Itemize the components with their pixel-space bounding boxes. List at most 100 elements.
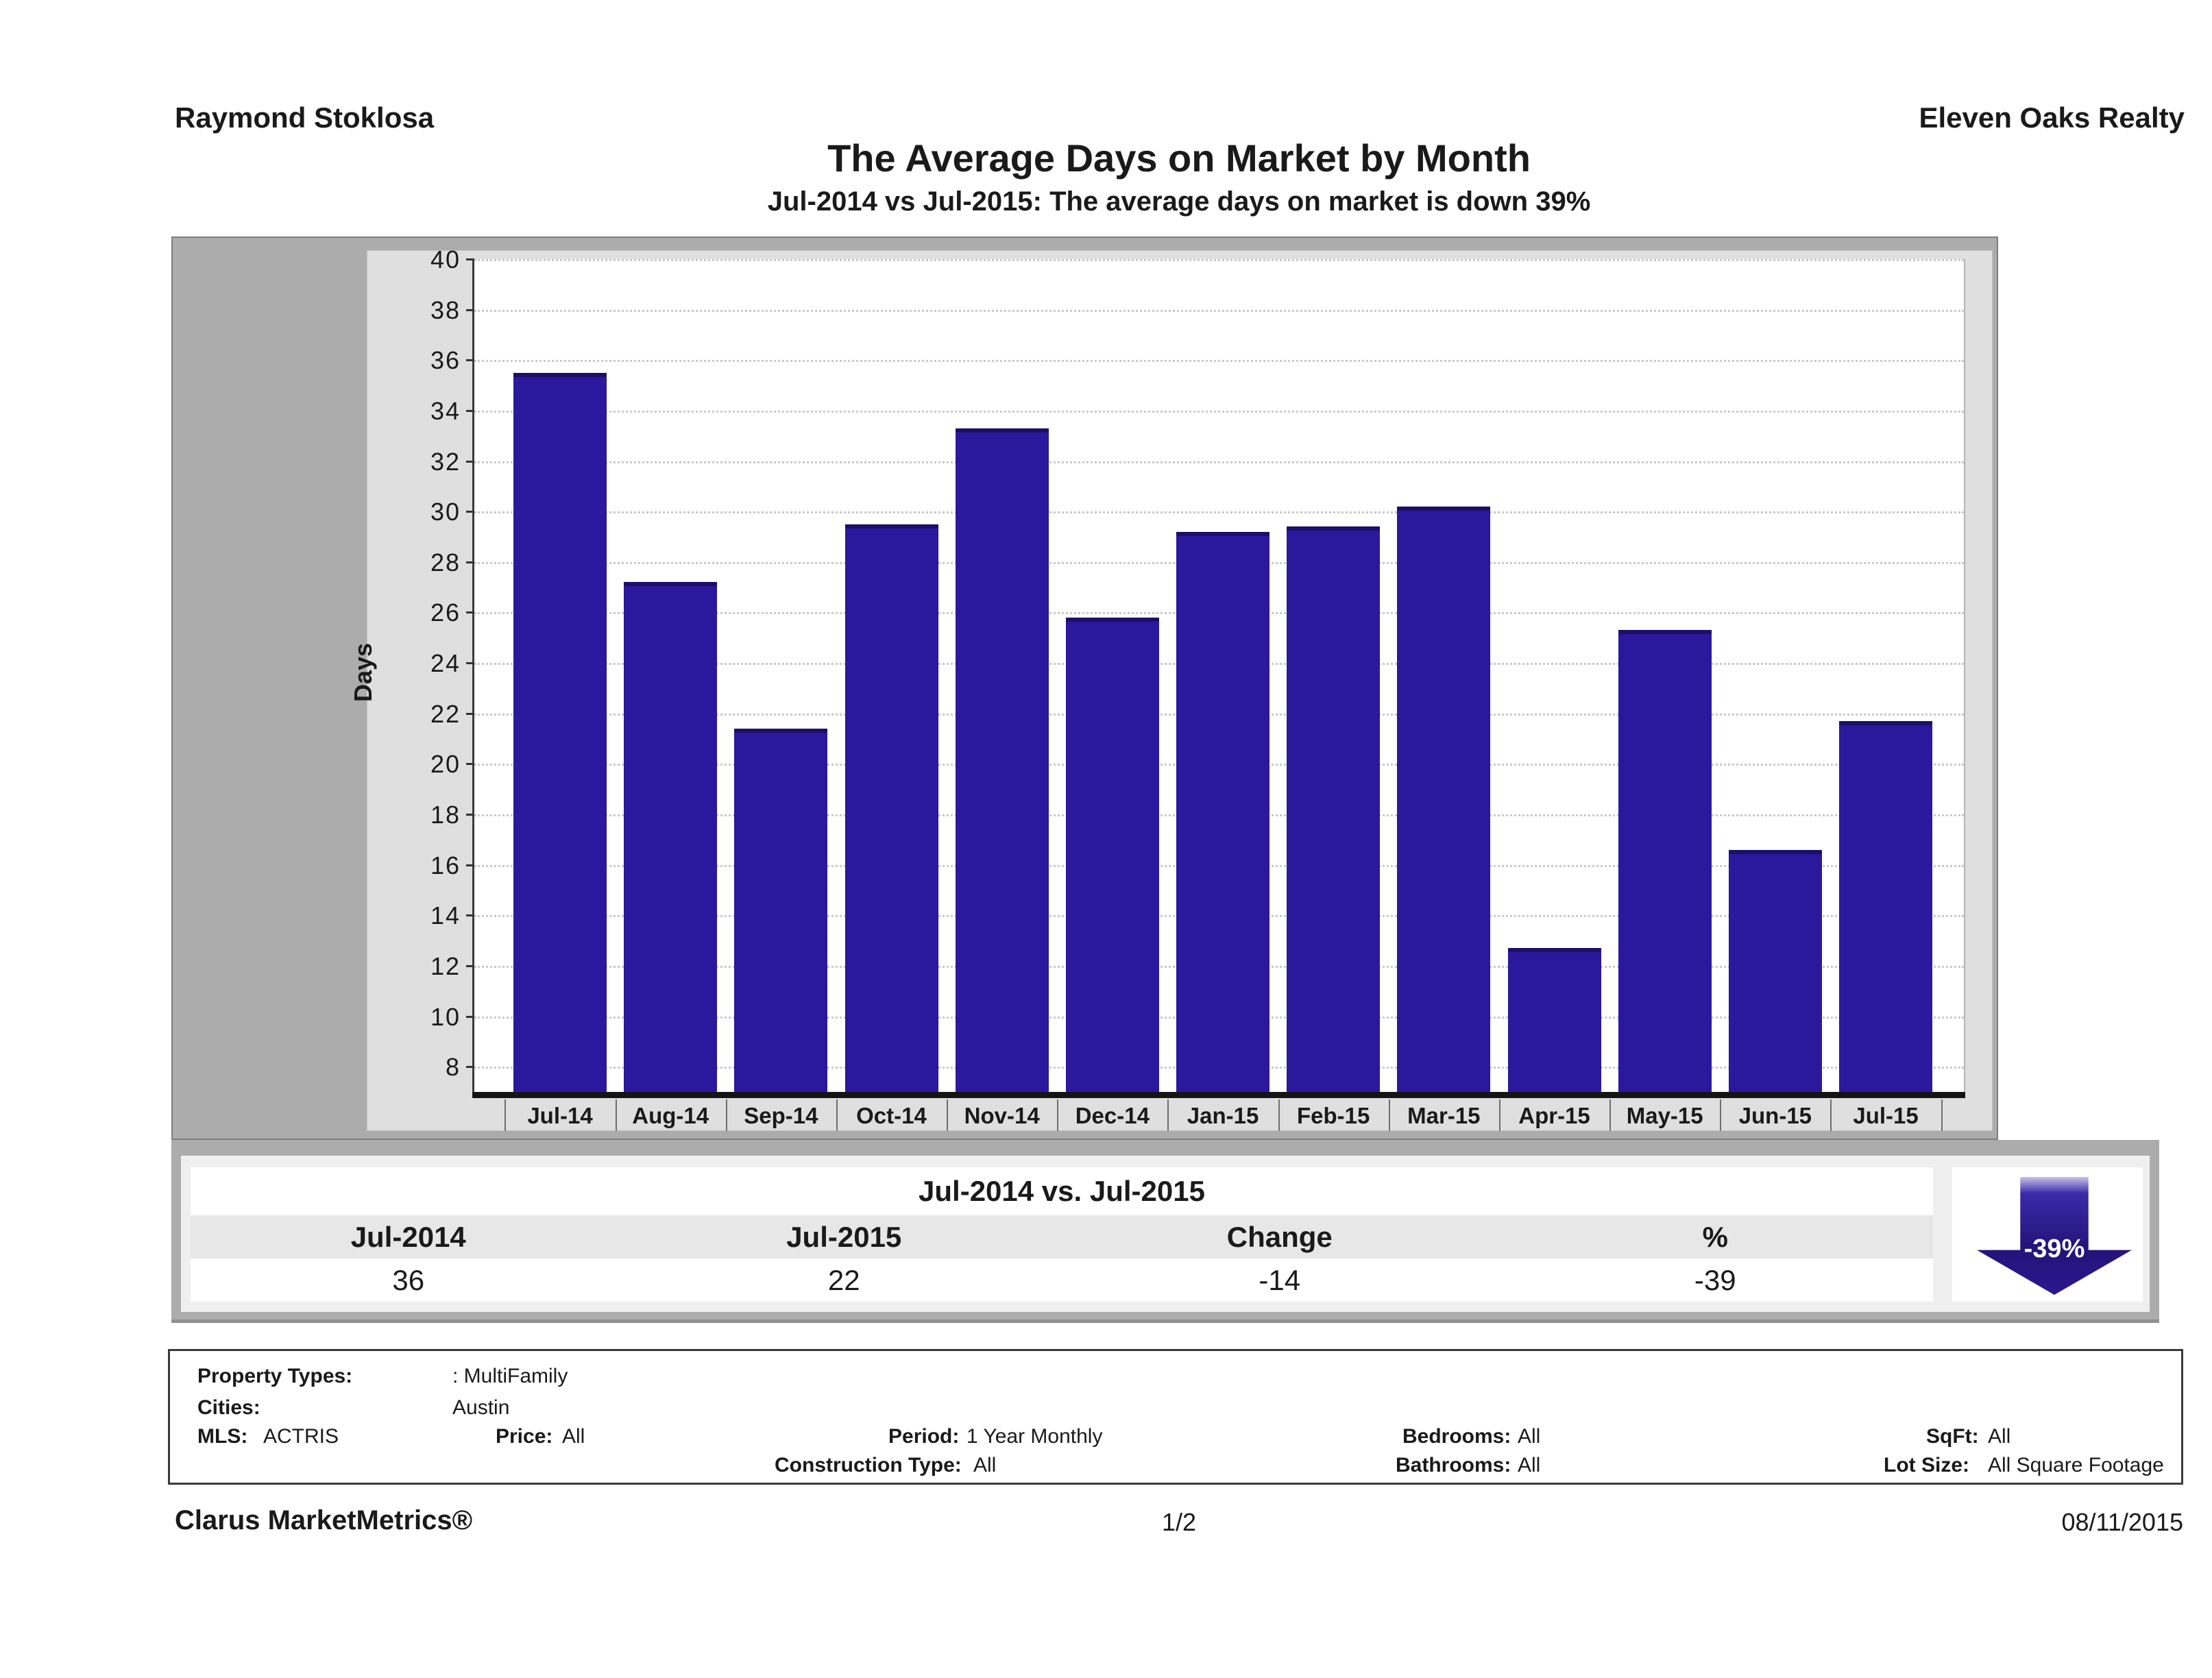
- x-tick-label-dec-14: Dec-14: [1075, 1103, 1150, 1128]
- bar-dec-14: [1065, 617, 1159, 1092]
- grid-line-36: [474, 360, 1964, 363]
- period-label: Period:: [888, 1425, 960, 1448]
- y-tick-34: [466, 409, 474, 412]
- x-tick-label-may-15: May-15: [1626, 1103, 1703, 1128]
- comparison-table: Jul-2014 vs. Jul-2015 Jul-2014 Jul-2015 Ch…: [191, 1167, 1933, 1302]
- y-tick-label-24: 24: [430, 649, 461, 678]
- criteria-box: Property Types: : MultiFamily Cities: Au…: [168, 1349, 2183, 1485]
- price-label: Price:: [496, 1425, 553, 1448]
- comparison-value-cell-2: 22: [827, 1264, 860, 1296]
- y-tick-20: [466, 763, 474, 766]
- comparison-value-cell-1: 36: [392, 1264, 425, 1296]
- down-arrow-icon: -39%: [1977, 1177, 2132, 1295]
- x-label-separator: [1167, 1099, 1169, 1131]
- property-types-label: Property Types:: [197, 1365, 353, 1387]
- bathrooms-label: Bathrooms:: [1396, 1454, 1511, 1476]
- y-tick-label-12: 12: [430, 951, 461, 980]
- y-axis-line: [472, 259, 474, 1097]
- brand-name: Clarus MarketMetrics®: [175, 1505, 473, 1535]
- y-tick-18: [466, 814, 474, 816]
- property-types-value: : MultiFamily: [452, 1365, 568, 1387]
- y-tick-label-8: 8: [445, 1053, 461, 1082]
- grid-line-40: [474, 259, 1964, 261]
- x-tick-label-jul-14: Jul-14: [527, 1103, 593, 1128]
- y-tick-label-30: 30: [430, 498, 461, 526]
- x-tick-label-nov-14: Nov-14: [964, 1103, 1040, 1128]
- y-tick-16: [466, 864, 474, 866]
- bar-chart-plot-area: [474, 259, 1965, 1092]
- x-label-separator: [1830, 1099, 1832, 1131]
- bar-nov-14: [955, 428, 1049, 1092]
- bar-jun-15: [1728, 849, 1822, 1092]
- x-label-separator: [1498, 1099, 1500, 1131]
- lot-size-label: Lot Size:: [1884, 1454, 1969, 1476]
- x-axis-line: [472, 1092, 1965, 1098]
- x-label-separator: [725, 1099, 727, 1131]
- y-axis-title: Days: [349, 642, 377, 703]
- y-tick-label-16: 16: [430, 851, 461, 879]
- y-tick-8: [466, 1066, 474, 1069]
- grid-line-34: [474, 410, 1964, 413]
- x-label-separator: [1278, 1099, 1280, 1131]
- bar-aug-14: [624, 582, 718, 1092]
- y-tick-label-20: 20: [430, 750, 461, 779]
- x-label-separator: [836, 1099, 838, 1131]
- bar-may-15: [1618, 630, 1712, 1092]
- y-tick-label-28: 28: [430, 548, 461, 576]
- x-tick-label-aug-14: Aug-14: [632, 1103, 709, 1128]
- y-tick-30: [466, 511, 474, 513]
- print-date: 08/11/2015: [2061, 1508, 2183, 1536]
- bar-jan-15: [1176, 531, 1270, 1092]
- bedrooms-value: All: [1518, 1425, 1541, 1448]
- x-label-separator: [1941, 1099, 1943, 1131]
- y-tick-label-34: 34: [430, 396, 461, 425]
- agent-name: Raymond Stoklosa: [175, 101, 435, 134]
- comparison-header-cell-3: Change: [1226, 1221, 1333, 1253]
- lot-size-value: All Square Footage: [1988, 1454, 2164, 1476]
- y-tick-24: [466, 662, 474, 665]
- bathrooms-value: All: [1518, 1454, 1541, 1476]
- grid-line-30: [474, 511, 1964, 514]
- y-tick-label-36: 36: [430, 346, 461, 375]
- construction-type-value: All: [973, 1454, 997, 1476]
- y-tick-32: [466, 460, 474, 463]
- x-label-separator: [947, 1099, 949, 1131]
- report-subtitle: Jul-2014 vs Jul-2015: The average days o…: [767, 186, 1591, 217]
- bar-sep-14: [734, 728, 828, 1092]
- y-tick-38: [466, 308, 474, 311]
- y-tick-26: [466, 611, 474, 614]
- company-name: Eleven Oaks Realty: [1919, 101, 2185, 134]
- y-tick-label-38: 38: [430, 295, 461, 324]
- y-tick-label-10: 10: [430, 1002, 461, 1031]
- x-tick-label-sep-14: Sep-14: [744, 1103, 818, 1128]
- x-tick-label-apr-15: Apr-15: [1518, 1103, 1590, 1128]
- y-tick-label-18: 18: [430, 801, 461, 829]
- trend-arrow-panel: -39%: [1952, 1167, 2143, 1302]
- y-tick-12: [466, 964, 474, 967]
- trend-arrow-label: -39%: [2023, 1235, 2085, 1263]
- grid-line-38: [474, 309, 1964, 312]
- x-label-separator: [615, 1099, 617, 1131]
- y-tick-label-40: 40: [430, 245, 461, 273]
- y-tick-40: [466, 258, 474, 260]
- y-tick-14: [466, 914, 474, 917]
- comparison-value-cell-3: -14: [1259, 1264, 1301, 1296]
- x-label-separator: [1720, 1099, 1722, 1131]
- comparison-header-cell-2: Jul-2015: [786, 1221, 902, 1253]
- page-number: 1/2: [1161, 1508, 1197, 1536]
- mls-value: ACTRIS: [263, 1425, 339, 1448]
- bar-jul-14: [513, 372, 607, 1092]
- construction-type-label: Construction Type:: [775, 1454, 962, 1476]
- report-title: The Average Days on Market by Month: [827, 136, 1531, 180]
- bar-feb-15: [1287, 526, 1381, 1092]
- x-tick-label-jul-15: Jul-15: [1853, 1103, 1919, 1128]
- cities-value: Austin: [452, 1396, 510, 1419]
- y-tick-28: [466, 561, 474, 563]
- comparison-header-cell-1: Jul-2014: [350, 1221, 466, 1253]
- bar-jul-15: [1839, 720, 1933, 1092]
- comparison-table-header-row: Jul-2014 Jul-2015 Change%: [191, 1215, 1933, 1258]
- bar-apr-15: [1507, 948, 1601, 1092]
- mls-label: MLS:: [197, 1425, 248, 1448]
- cities-label: Cities:: [197, 1396, 260, 1419]
